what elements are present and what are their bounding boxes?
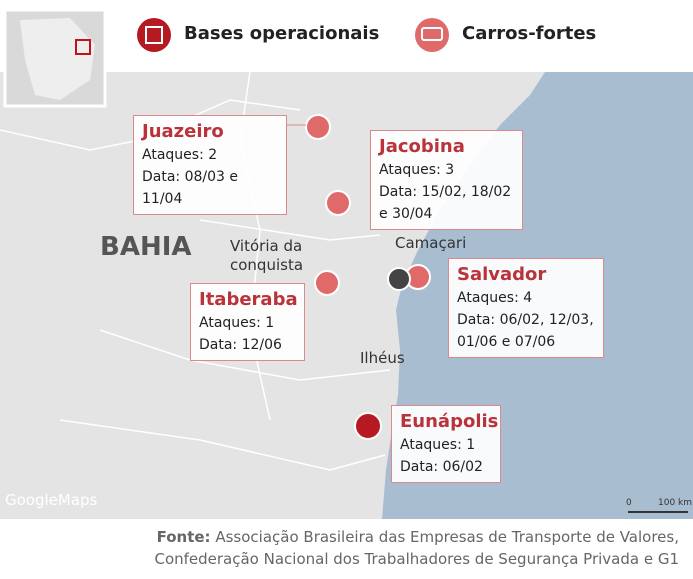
dates-value: 08/03 e 11/04 — [142, 169, 239, 207]
callout-title: Eunápolis — [400, 411, 499, 432]
inset-highlight — [75, 39, 91, 55]
attacks-label: Ataques: — [379, 162, 441, 178]
capital-marker — [387, 267, 411, 291]
city-label: Ilhéus — [360, 349, 405, 367]
source-line: Confederação Nacional dos Trabalhadores … — [154, 550, 679, 568]
city-label: Vitória da conquista — [230, 237, 303, 275]
callout-title: Itaberaba — [199, 289, 298, 310]
truck-marker — [325, 190, 351, 216]
callout: Eunápolis Ataques: 1 Data: 06/02 — [391, 405, 501, 483]
attacks-value: 1 — [466, 437, 476, 453]
dates-value: 06/02, 12/03, 01/06 e 07/06 — [457, 312, 594, 350]
scale-label: 100 km — [658, 498, 693, 508]
city-label: Camaçari — [395, 234, 467, 252]
attacks-label: Ataques: — [400, 437, 462, 453]
truck-glyph — [421, 27, 443, 41]
truck-marker — [305, 114, 331, 140]
attacks: Ataques: 4 — [457, 287, 595, 309]
dates-label: Data: — [142, 169, 181, 185]
watermark: GoogleMaps — [5, 491, 98, 509]
truck-icon — [415, 18, 449, 52]
dates-value: 12/06 — [241, 337, 282, 353]
legend-label: Bases operacionais — [184, 23, 380, 44]
source-line: Associação Brasileira das Empresas de Tr… — [215, 528, 679, 546]
inset-land — [20, 18, 95, 100]
attacks-label: Ataques: — [199, 315, 261, 331]
dates-label: Data: — [457, 312, 496, 328]
dates-label: Data: — [400, 459, 439, 475]
attacks-value: 4 — [523, 290, 533, 306]
callout-title: Jacobina — [379, 136, 465, 157]
attacks-label: Ataques: — [142, 147, 204, 163]
callout-title: Juazeiro — [142, 121, 224, 142]
dates-label: Data: — [199, 337, 238, 353]
base-glyph — [145, 26, 163, 44]
city-line: Vitória da — [230, 237, 303, 255]
dates-value: 06/02 — [442, 459, 483, 475]
source-label: Fonte: — [156, 528, 211, 546]
region-label: BAHIA — [100, 232, 192, 262]
attacks: Ataques: 2 — [142, 144, 278, 166]
attacks: Ataques: 1 — [400, 434, 492, 456]
attacks: Ataques: 3 — [379, 159, 514, 181]
source: Fonte: Associação Brasileira das Empresa… — [154, 526, 679, 570]
dates: Data: 06/02 — [400, 456, 492, 478]
truck-marker — [314, 270, 340, 296]
city-line: conquista — [230, 256, 304, 274]
dates-label: Data: — [379, 184, 418, 200]
attacks: Ataques: 1 — [199, 312, 296, 334]
callout: Itaberaba Ataques: 1 Data: 12/06 — [190, 283, 305, 361]
base-icon — [137, 18, 171, 52]
callout: Salvador Ataques: 4 Data: 06/02, 12/03, … — [448, 258, 604, 358]
dates: Data: 15/02, 18/02 e 30/04 — [379, 181, 514, 225]
dates: Data: 06/02, 12/03, 01/06 e 07/06 — [457, 309, 595, 353]
attacks-value: 1 — [265, 315, 275, 331]
callout: Jacobina Ataques: 3 Data: 15/02, 18/02 e… — [370, 130, 523, 230]
dates-value: 15/02, 18/02 e 30/04 — [379, 184, 512, 222]
callout-title: Salvador — [457, 264, 547, 285]
attacks-label: Ataques: — [457, 290, 519, 306]
base-marker — [354, 412, 382, 440]
attacks-value: 3 — [445, 162, 455, 178]
dates: Data: 08/03 e 11/04 — [142, 166, 278, 210]
callout: Juazeiro Ataques: 2 Data: 08/03 e 11/04 — [133, 115, 287, 215]
scale-label: 0 — [626, 498, 632, 508]
attacks-value: 2 — [208, 147, 218, 163]
legend-label: Carros-fortes — [462, 23, 597, 44]
dates: Data: 12/06 — [199, 334, 296, 356]
